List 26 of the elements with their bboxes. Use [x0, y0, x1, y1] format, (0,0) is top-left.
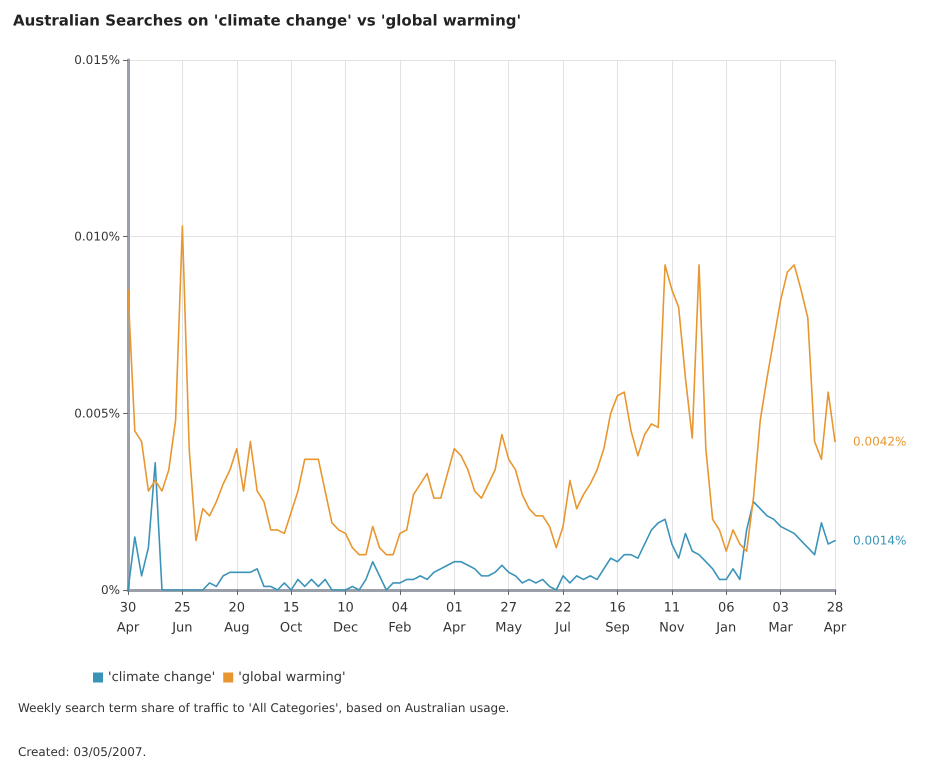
- x-tick-label: 10 Dec: [332, 600, 358, 636]
- x-tick-label: 16 Sep: [605, 600, 630, 636]
- y-tick-label: 0.010%: [74, 230, 120, 244]
- text: Created: 03/05/2007.: [18, 745, 146, 759]
- legend-label: 'climate change': [108, 670, 216, 685]
- chart-title: Australian Searches on 'climate change' vs 'global warming': [13, 12, 522, 30]
- x-tick-label: 03 Mar: [768, 600, 794, 636]
- x-tick-label: 25 Jun: [171, 600, 193, 636]
- x-tick-label: 20 Aug: [224, 600, 250, 636]
- text: Weekly search term share of traffic to 'All Categories', based on Australian usage.: [18, 701, 510, 715]
- y-tick-label: 0%: [100, 583, 120, 597]
- x-tick-label: 01 Apr: [443, 600, 466, 636]
- x-tick-label: 30 Apr: [116, 600, 140, 636]
- line-series: [127, 225, 836, 556]
- x-tick-label: 06 Jan: [715, 600, 736, 636]
- x-tick-label: 22 Jul: [554, 600, 572, 636]
- y-tick-label: 0.015%: [74, 53, 120, 67]
- annotation: 0.0014%: [853, 534, 906, 548]
- x-tick-label: 11 Nov: [659, 600, 685, 636]
- x-tick-label: 04 Feb: [388, 600, 412, 636]
- annotation: 0.0042%: [853, 434, 906, 449]
- y-tick-label: 0.005%: [74, 406, 120, 420]
- x-tick-label: 15 Oct: [280, 600, 302, 636]
- legend-label: 'global warming': [238, 670, 346, 685]
- x-tick-label: 27 May: [495, 600, 522, 636]
- x-tick-label: 28 Apr: [824, 600, 847, 636]
